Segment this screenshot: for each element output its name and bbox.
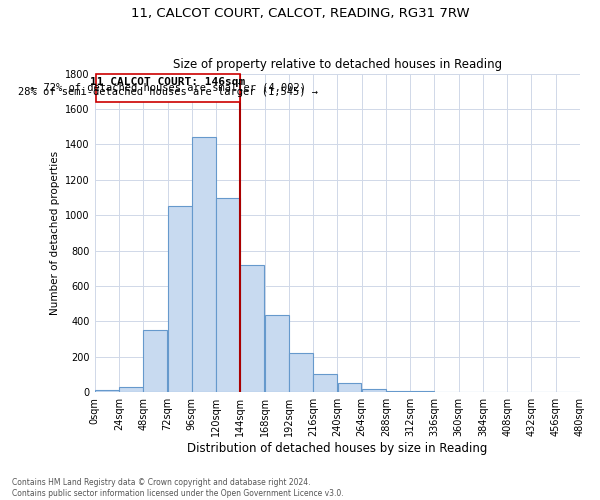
Text: ← 72% of detached houses are smaller (4,002): ← 72% of detached houses are smaller (4,… <box>31 82 305 92</box>
Title: Size of property relative to detached houses in Reading: Size of property relative to detached ho… <box>173 58 502 71</box>
Text: 28% of semi-detached houses are larger (1,545) →: 28% of semi-detached houses are larger (… <box>18 87 318 97</box>
Bar <box>265 316 289 392</box>
Bar <box>96 74 241 102</box>
Text: Contains HM Land Registry data © Crown copyright and database right 2024.
Contai: Contains HM Land Registry data © Crown c… <box>12 478 344 498</box>
X-axis label: Distribution of detached houses by size in Reading: Distribution of detached houses by size … <box>187 442 488 455</box>
Bar <box>192 138 216 392</box>
Y-axis label: Number of detached properties: Number of detached properties <box>50 151 60 315</box>
Bar <box>241 265 265 392</box>
Text: 11, CALCOT COURT, CALCOT, READING, RG31 7RW: 11, CALCOT COURT, CALCOT, READING, RG31 … <box>131 8 469 20</box>
Bar <box>168 206 191 392</box>
Bar <box>338 382 361 392</box>
Bar <box>362 389 386 392</box>
Bar <box>289 354 313 393</box>
Text: 11 CALCOT COURT: 146sqm: 11 CALCOT COURT: 146sqm <box>91 76 245 86</box>
Bar <box>216 198 240 392</box>
Bar <box>313 374 337 392</box>
Bar <box>386 390 410 392</box>
Bar <box>119 387 143 392</box>
Bar <box>95 390 119 392</box>
Bar <box>143 330 167 392</box>
